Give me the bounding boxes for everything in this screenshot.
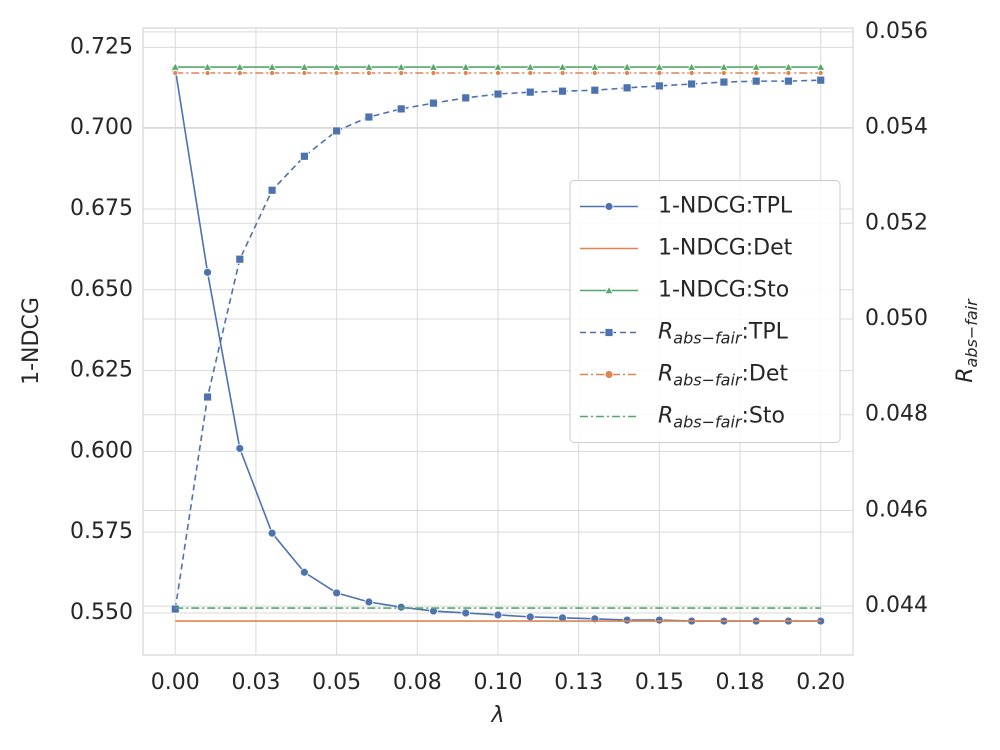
point [461, 608, 471, 618]
legend: 1-NDCG:TPL 1-NDCG:Det 1-NDCG:Sto Rabs−fair:… [569, 180, 841, 443]
y-tick-label: 0.575 [70, 519, 133, 544]
point [172, 70, 179, 76]
x-tick-label: 0.00 [151, 670, 200, 695]
point [527, 70, 534, 76]
point [429, 98, 438, 108]
point [816, 75, 826, 85]
legend-label: 1-NDCG:Sto [658, 278, 789, 303]
y2-tick-label: 0.054 [865, 115, 928, 140]
point [622, 615, 632, 625]
point [429, 606, 438, 616]
point [203, 392, 212, 402]
point [656, 70, 663, 76]
point [333, 70, 340, 76]
point [235, 444, 245, 453]
point [301, 70, 308, 76]
point [267, 185, 277, 195]
x-tick-label: 0.05 [312, 670, 361, 695]
y2-tick-label: 0.048 [865, 402, 928, 427]
point [624, 70, 630, 76]
point [817, 70, 824, 76]
y2-tick-label: 0.046 [865, 497, 928, 522]
point [604, 202, 614, 211]
point [366, 70, 372, 76]
point [461, 93, 471, 103]
point [525, 612, 535, 622]
point [269, 70, 275, 76]
x-tick-label: 0.10 [474, 670, 523, 695]
point [236, 70, 243, 76]
legend-label: 1-NDCG:TPL [658, 194, 793, 219]
point [299, 567, 309, 577]
point [604, 328, 614, 337]
point [396, 602, 406, 612]
point [751, 76, 761, 86]
y2-tick-label: 0.052 [865, 210, 928, 235]
point [604, 370, 614, 379]
x-axis-label: λ [490, 703, 504, 728]
point [525, 87, 535, 97]
legend-label: 1-NDCG:Det [658, 236, 793, 261]
point [719, 77, 729, 87]
y2-tick-label: 0.056 [865, 19, 928, 44]
point [753, 70, 760, 76]
point [654, 81, 664, 91]
legend-label: Rabs−fair:Sto [658, 404, 785, 432]
y-tick-label: 0.600 [70, 438, 133, 463]
y-axis-label: 1-NDCG [19, 297, 44, 385]
x-tick-label: 0.20 [796, 670, 845, 695]
x-tick-label: 0.03 [231, 670, 280, 695]
y-tick-label: 0.675 [70, 196, 133, 221]
point [332, 126, 342, 136]
y-tick-label: 0.550 [70, 600, 133, 625]
y2-tick-label: 0.050 [865, 306, 928, 331]
point [364, 112, 374, 122]
point [622, 83, 632, 93]
point [687, 79, 697, 89]
point [654, 615, 664, 625]
y-tick-label: 0.625 [70, 358, 133, 383]
y2-axis-label: Rabs−fair [953, 298, 981, 383]
point [203, 267, 212, 277]
y-tick-label: 0.700 [70, 115, 133, 140]
point [784, 76, 793, 86]
point [688, 70, 695, 76]
point [558, 86, 567, 96]
point [785, 70, 792, 76]
point [299, 151, 309, 161]
point [204, 70, 211, 76]
point [396, 104, 406, 114]
point [604, 285, 614, 295]
point [364, 597, 374, 607]
point [559, 70, 566, 76]
x-tick-label: 0.13 [554, 670, 603, 695]
point [590, 85, 600, 95]
y-tick-label: 0.725 [70, 34, 133, 59]
legend-label: Rabs−fair:TPL [658, 320, 789, 348]
point [170, 604, 180, 614]
point [462, 70, 469, 76]
point [493, 610, 503, 620]
point [398, 70, 405, 76]
point [495, 70, 501, 76]
x-tick-label: 0.15 [635, 670, 684, 695]
y-tick-label: 0.650 [70, 277, 133, 302]
point [267, 528, 277, 538]
point [430, 70, 437, 76]
point [591, 70, 598, 76]
point [235, 254, 245, 264]
legend-label: Rabs−fair:Det [658, 362, 788, 390]
point [493, 89, 503, 99]
point [332, 588, 342, 598]
x-tick-label: 0.08 [393, 670, 442, 695]
point [721, 70, 727, 76]
series-line [174, 79, 821, 610]
legend-box [569, 180, 841, 443]
x-tick-label: 0.18 [716, 670, 765, 695]
y2-tick-label: 0.044 [865, 593, 928, 618]
